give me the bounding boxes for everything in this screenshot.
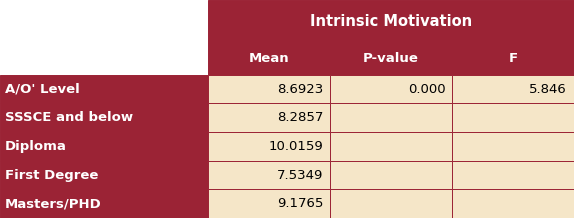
Text: Diploma: Diploma (5, 140, 67, 153)
Bar (0, 132, 208, 161)
Text: Intrinsic Motivation: Intrinsic Motivation (310, 14, 472, 29)
Bar (208, 75, 330, 103)
Bar (330, 43, 452, 75)
Bar (452, 132, 574, 161)
Text: 8.6923: 8.6923 (277, 83, 323, 96)
Text: 7.5349: 7.5349 (277, 169, 323, 182)
Bar (208, 43, 330, 75)
Text: P-value: P-value (363, 52, 419, 65)
Text: 9.1765: 9.1765 (277, 197, 323, 210)
Text: Mean: Mean (249, 52, 289, 65)
Bar (0, 103, 208, 132)
Text: First Degree: First Degree (5, 169, 98, 182)
Bar (452, 189, 574, 218)
Text: F: F (509, 52, 518, 65)
Bar (330, 132, 452, 161)
Bar (0, 161, 208, 189)
Text: 8.2857: 8.2857 (277, 111, 323, 124)
Bar (0, 43, 208, 75)
Text: 5.846: 5.846 (529, 83, 567, 96)
Text: SSSCE and below: SSSCE and below (5, 111, 133, 124)
Text: 0.000: 0.000 (408, 83, 445, 96)
Bar (330, 161, 452, 189)
Bar (208, 132, 330, 161)
Bar (330, 189, 452, 218)
Bar (208, 103, 330, 132)
Bar (330, 75, 452, 103)
Bar (0, 0, 208, 43)
Bar (452, 75, 574, 103)
Text: A/O' Level: A/O' Level (5, 83, 79, 96)
Text: Masters/PHD: Masters/PHD (5, 197, 102, 210)
Text: 10.0159: 10.0159 (269, 140, 323, 153)
Bar (452, 43, 574, 75)
Bar (208, 161, 330, 189)
Bar (452, 103, 574, 132)
Bar (330, 103, 452, 132)
Bar (452, 161, 574, 189)
Bar (208, 189, 330, 218)
Bar (0, 75, 208, 103)
Bar (208, 0, 574, 43)
Bar (0, 189, 208, 218)
